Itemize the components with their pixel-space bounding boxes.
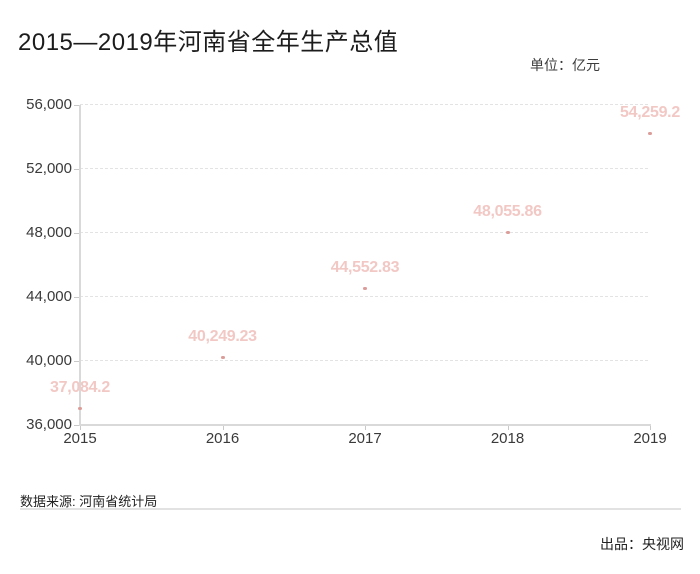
data-point — [363, 287, 367, 291]
x-axis-tick-label: 2018 — [490, 430, 525, 447]
gridline — [80, 168, 648, 169]
footer-divider — [20, 508, 681, 510]
x-axis-tick — [507, 426, 509, 430]
data-point — [220, 356, 225, 359]
data-point — [648, 131, 652, 135]
x-axis-tick — [80, 426, 81, 430]
x-axis-tick-label: 2017 — [348, 430, 382, 447]
gridline — [80, 296, 648, 297]
y-axis-tick-label: 36,000 — [26, 416, 72, 433]
gridline — [80, 232, 648, 233]
data-value-label: 40,249.23 — [188, 328, 257, 345]
data-value-label: 48,055.86 — [473, 203, 542, 221]
y-axis-tick — [74, 297, 80, 298]
x-axis-tick — [222, 426, 224, 430]
y-axis-tick-label: 56,000 — [26, 96, 72, 113]
y-axis-tick — [74, 233, 80, 234]
y-axis-tick — [74, 169, 80, 170]
x-axis-line — [79, 424, 651, 426]
data-point — [78, 406, 82, 410]
data-value-label: 37,084.2 — [50, 378, 110, 396]
y-axis-tick — [74, 105, 80, 106]
producer-label: 出品：央视网 — [600, 536, 684, 552]
unit-label: 单位：亿元 — [530, 57, 600, 73]
x-axis-tick-label: 2019 — [633, 430, 667, 447]
gridline — [80, 104, 648, 105]
data-value-label: 44,552.83 — [330, 259, 400, 277]
y-axis-tick — [74, 425, 80, 426]
gridline — [80, 360, 648, 361]
x-axis-tick-label: 2015 — [63, 430, 97, 447]
y-axis-line — [79, 105, 81, 425]
x-axis-tick — [365, 426, 366, 430]
y-axis-tick-label: 40,000 — [26, 352, 72, 369]
data-value-label: 54,259.2 — [620, 103, 680, 121]
data-point — [505, 231, 510, 235]
x-axis-tick-label: 2016 — [205, 430, 240, 447]
y-axis-tick — [74, 361, 80, 362]
y-axis-tick-label: 52,000 — [26, 160, 72, 177]
y-axis-tick-label: 44,000 — [26, 288, 72, 305]
x-axis-tick — [650, 426, 651, 430]
y-axis-tick-label: 48,000 — [26, 224, 72, 241]
data-source-label: 数据来源: 河南省统计局 — [20, 494, 158, 509]
chart-title: 2015—2019年河南省全年生产总值 — [18, 29, 399, 56]
